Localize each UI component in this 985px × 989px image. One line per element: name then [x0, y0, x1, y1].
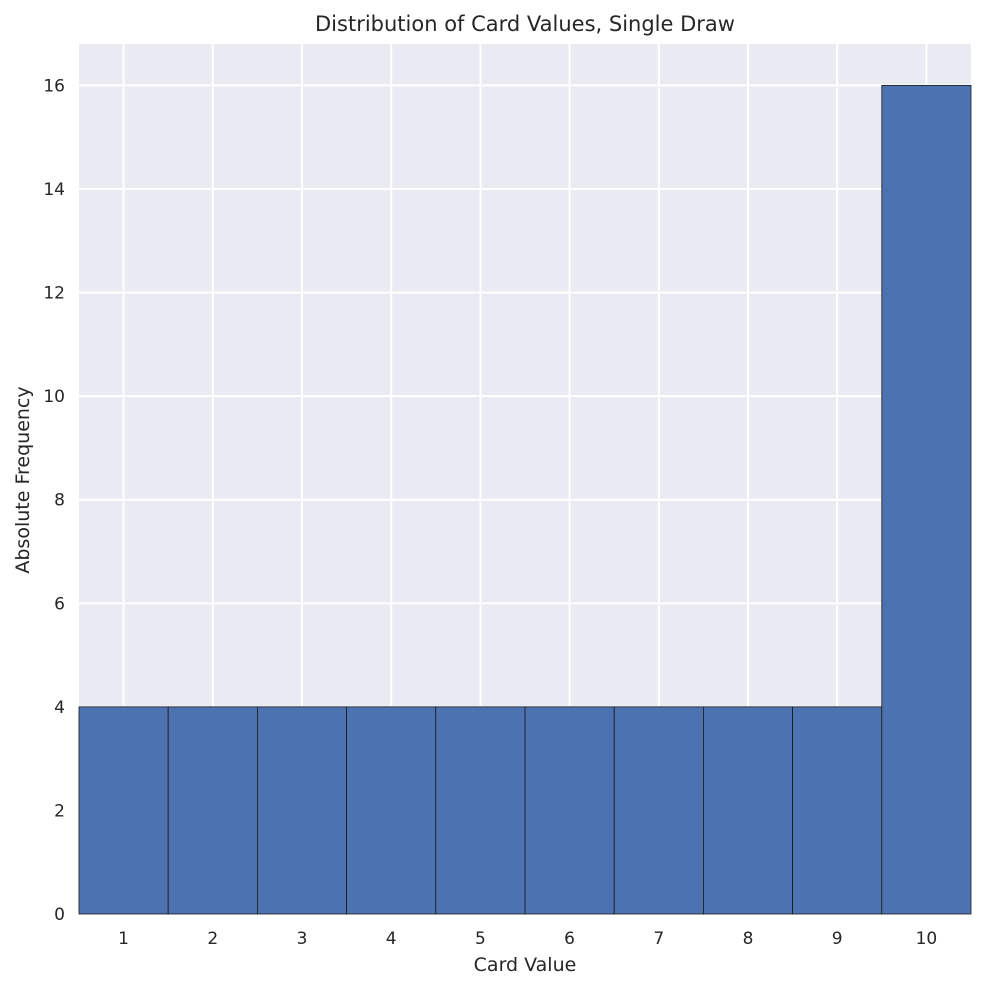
y-tick-label: 10: [43, 387, 65, 407]
x-tick-label: 1: [118, 929, 129, 949]
bar-3: [256, 706, 347, 915]
x-tick-label: 10: [916, 929, 938, 949]
y-tick-label: 0: [54, 905, 65, 925]
y-tick-label: 14: [43, 180, 65, 200]
y-tick-label: 16: [43, 76, 65, 96]
x-tick-labels: 1 2 3 4 5 6 7 8 9 10: [118, 929, 937, 949]
bar-10: [881, 85, 972, 915]
bar-6: [524, 706, 615, 915]
y-tick-label: 6: [54, 594, 65, 614]
x-tick-label: 7: [653, 929, 664, 949]
bar-7: [613, 706, 704, 915]
x-axis-label: Card Value: [474, 954, 577, 976]
bar-8: [703, 706, 794, 915]
x-tick-label: 6: [564, 929, 575, 949]
y-axis-label: Absolute Frequency: [12, 386, 34, 573]
x-tick-label: 2: [207, 929, 218, 949]
x-tick-label: 5: [475, 929, 486, 949]
bar-2: [167, 706, 258, 915]
bar-4: [346, 706, 437, 915]
x-tick-label: 8: [743, 929, 754, 949]
y-tick-labels: 0 2 4 6 8 10 12 14 16: [43, 76, 65, 925]
x-tick-label: 3: [297, 929, 308, 949]
bars: [78, 85, 972, 915]
bar-1: [78, 706, 169, 915]
bar-5: [435, 706, 526, 915]
y-tick-label: 8: [54, 491, 65, 511]
y-tick-label: 12: [43, 284, 65, 304]
y-tick-label: 4: [54, 698, 65, 718]
chart-title: Distribution of Card Values, Single Draw: [315, 12, 735, 36]
y-tick-label: 2: [54, 801, 65, 821]
bar-9: [792, 706, 883, 915]
x-tick-label: 4: [386, 929, 397, 949]
x-tick-label: 9: [832, 929, 843, 949]
